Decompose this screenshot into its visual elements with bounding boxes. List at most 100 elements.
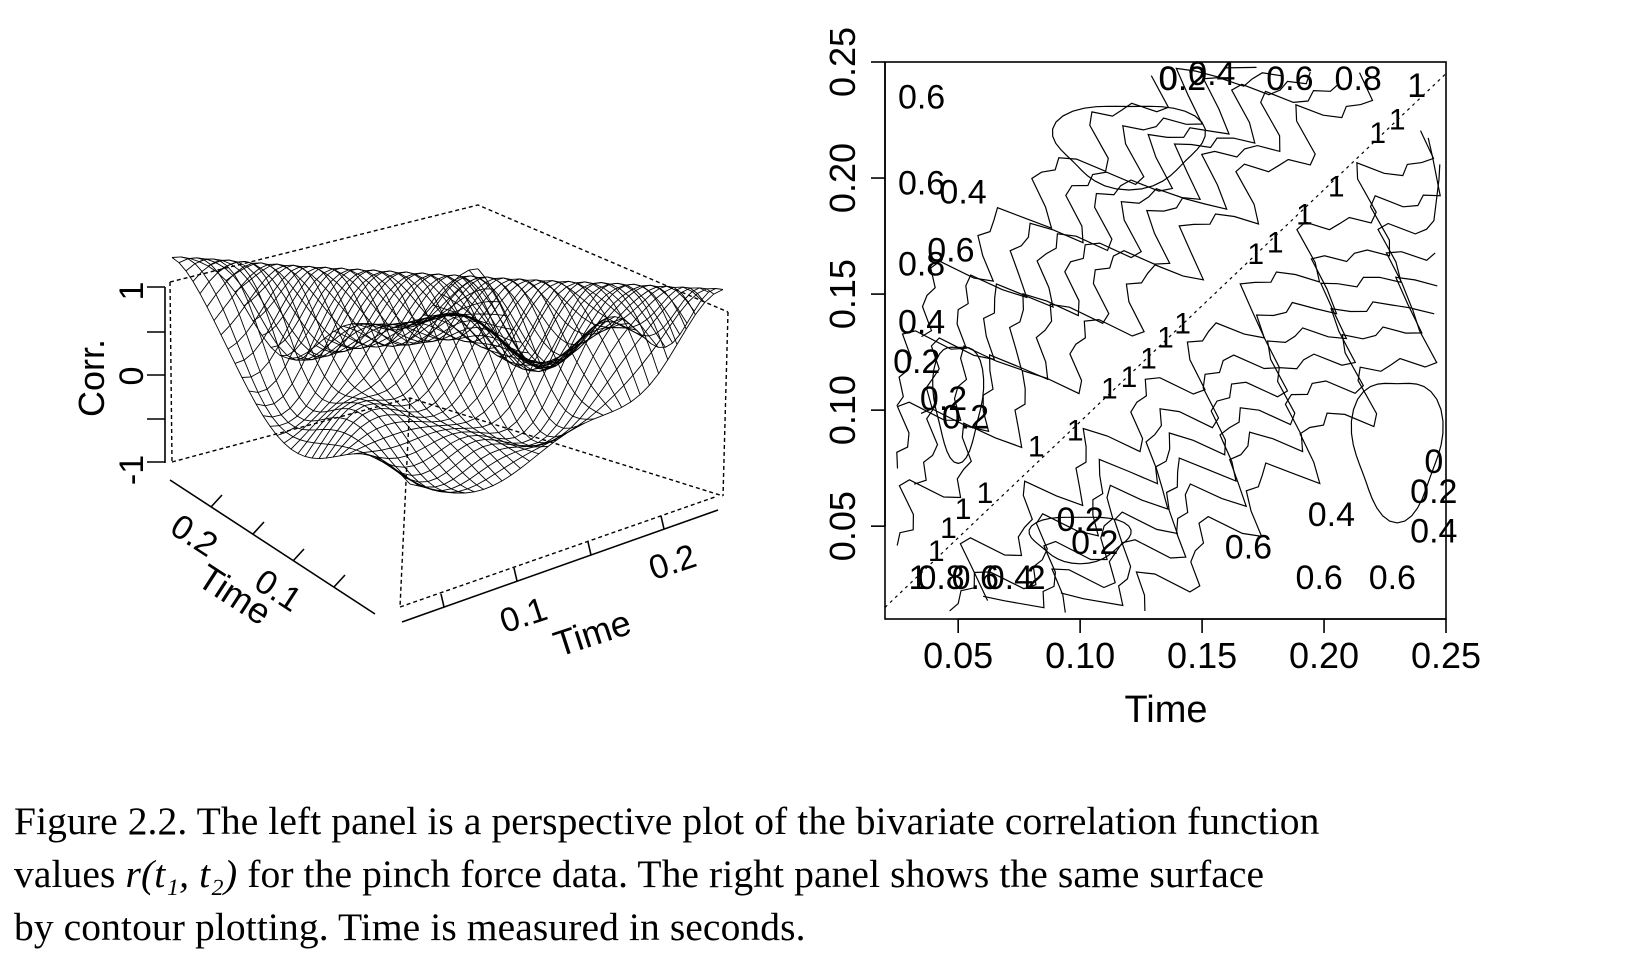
surface-line <box>432 283 678 369</box>
contour-line <box>949 130 1435 612</box>
diagonal-label: 1 <box>1140 342 1157 375</box>
contour-x-axis-label: Time <box>1124 689 1207 731</box>
diagonal-line <box>884 73 1447 608</box>
contour-label: 0.2 <box>1410 473 1457 511</box>
surface-line <box>333 274 576 438</box>
perspective-plot: -1 0 1 Corr. 0.2 0.1 Time 0.1 0.2 Time <box>71 204 729 665</box>
contour-label: 0.6 <box>1225 529 1272 567</box>
diagonal-label: 1 <box>977 477 994 510</box>
surface-line <box>387 280 632 403</box>
surface-line <box>361 277 604 416</box>
diagonal-label: 1 <box>1157 321 1174 354</box>
z-axis <box>147 286 166 463</box>
contour-lines <box>896 66 1444 613</box>
diagonal-label: 1 <box>1296 198 1313 231</box>
contour-line <box>1350 382 1444 524</box>
surface-line <box>396 280 641 395</box>
diagonal-label: 1 <box>1369 117 1386 150</box>
z-axis-label: Corr. <box>71 339 112 417</box>
diagonal-label: 1 <box>955 493 972 526</box>
contour-label: 0.4 <box>898 304 945 342</box>
x-tick-0.2: 0.2 <box>644 537 701 588</box>
contour-label: 0.2 <box>942 399 989 437</box>
z-tick-neg1: -1 <box>113 455 151 485</box>
contour-label: 0 <box>1158 60 1177 98</box>
contour-line <box>982 164 1441 609</box>
surface-line <box>207 259 447 493</box>
contour-y-axis <box>871 61 886 527</box>
z-tick-1: 1 <box>113 282 151 301</box>
surface-line <box>381 285 695 483</box>
z-tick-0: 0 <box>113 367 151 386</box>
perspective-box <box>169 204 729 608</box>
contour-label: 0.2 <box>1056 501 1103 539</box>
y-tick-0.2: 0.2 <box>164 507 224 565</box>
x-tick-0.1: 0.1 <box>495 590 552 641</box>
surface-line <box>468 269 715 369</box>
contour-y-tick-labels: 0.05 0.10 0.15 0.20 0.25 <box>822 27 863 561</box>
contour-label: 0.4 <box>939 174 986 212</box>
diagonal-label: 1 <box>1067 414 1084 447</box>
x-tick-label: 0.25 <box>1411 635 1481 676</box>
contour-line <box>896 66 1257 407</box>
contour-line <box>1051 105 1206 191</box>
diagonal-label: 1 <box>1389 103 1406 136</box>
caption-line-2-pre: values <box>14 852 126 896</box>
contour-label: 0.6 <box>1369 559 1416 597</box>
contour-line <box>973 137 1441 601</box>
contour-label: 0.6 <box>1266 60 1313 98</box>
y-tick-label: 0.25 <box>822 27 863 97</box>
surface-line <box>270 267 512 476</box>
surface-line <box>414 282 660 374</box>
surface-line <box>255 269 565 407</box>
y-axis <box>169 479 376 615</box>
figure-caption: Figure 2.2. The left panel is a perspect… <box>14 795 1639 954</box>
caption-math: r(t₁, t₂) <box>125 852 238 896</box>
contour-x-axis <box>957 618 1447 633</box>
y-tick-label: 0.10 <box>822 375 863 445</box>
contour-label: 0.8 <box>898 246 945 284</box>
contour-x-tick-labels: 0.05 0.10 0.15 0.20 0.25 <box>923 635 1481 676</box>
surface-line <box>332 280 644 458</box>
contour-label: 2 <box>1027 559 1046 597</box>
diagonal-label: 1 <box>1028 431 1045 464</box>
diagonal-label: 1 <box>1174 308 1191 341</box>
contour-line <box>896 71 1311 469</box>
surface-line <box>423 282 669 373</box>
contour-line <box>932 346 985 465</box>
contour-line <box>920 72 1282 414</box>
contour-line <box>1060 276 1438 607</box>
x-tick-label: 0.15 <box>1167 635 1237 676</box>
contour-label: 0 <box>1424 443 1443 481</box>
surface-line <box>290 274 601 450</box>
caption-line-2: values r(t₁, t₂) for the pinch force dat… <box>14 848 1639 901</box>
contour-label: 0.4 <box>1308 496 1355 534</box>
contour-line <box>913 83 1340 485</box>
surface-line <box>339 280 652 457</box>
diagonal-label: 1 <box>928 535 945 568</box>
caption-line-1: Figure 2.2. The left panel is a perspect… <box>14 799 1320 843</box>
surface-line <box>409 289 724 494</box>
surface-line <box>441 284 687 364</box>
diagonal-label: 1 <box>940 512 957 545</box>
surface-line <box>477 268 724 368</box>
contour-label: 0.2 <box>1159 60 1206 98</box>
contour-label: 0.4 <box>1410 512 1457 550</box>
x-tick-label: 0.20 <box>1289 635 1359 676</box>
contour-label: 0.8 <box>1335 60 1382 98</box>
surface-line <box>346 281 659 456</box>
contour-line <box>1135 307 1438 612</box>
surface-line <box>402 288 716 493</box>
surface-line <box>450 283 696 364</box>
contour-label: 0.6 <box>898 78 945 116</box>
contour-plot: 0.60.60.40.60.80.40.20.20.200.20.4 0.6 0.8… <box>822 27 1481 731</box>
contour-label: 0.2 <box>1071 524 1118 562</box>
surface-line <box>192 259 500 357</box>
diagonal-label: 1 <box>1247 238 1264 271</box>
diagonal-label: 1 <box>1328 171 1345 204</box>
contour-labels: 0.60.60.40.60.80.40.20.20.200.20.4 0.6 0.8… <box>893 55 1457 597</box>
surface-line <box>388 286 702 488</box>
contour-line <box>896 72 1374 546</box>
